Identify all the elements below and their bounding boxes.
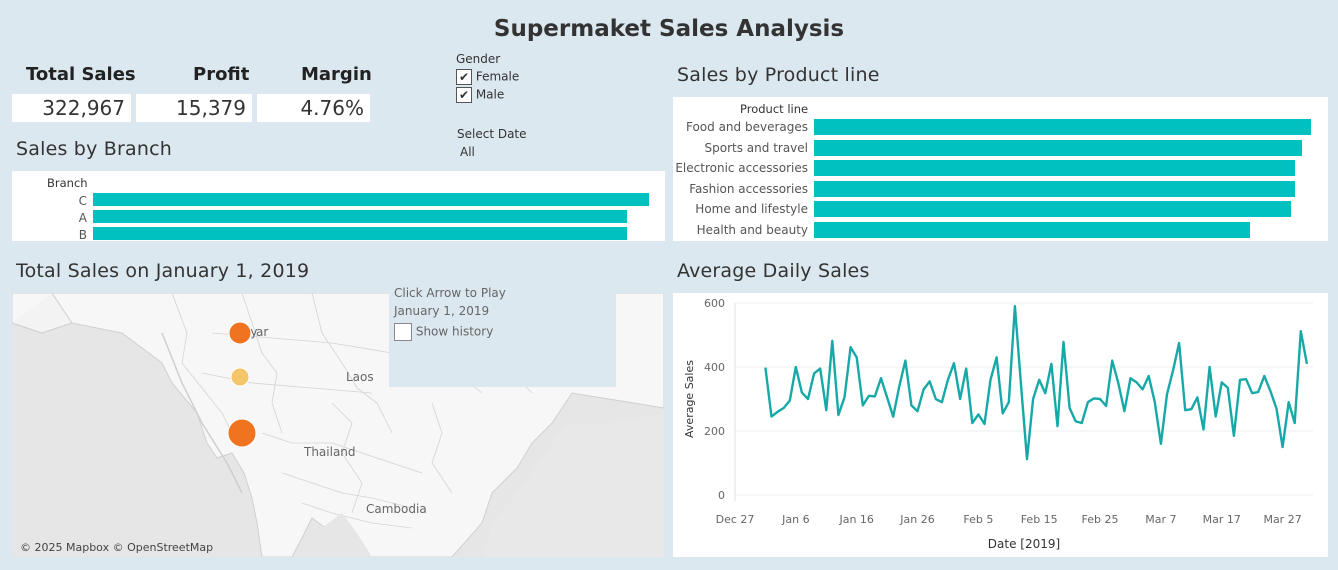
product-header: Product line [740, 102, 809, 116]
show-history-label: Show history [415, 324, 494, 339]
bar-label-b: B [78, 228, 87, 242]
line-chart-title: Average Daily Sales [677, 260, 870, 282]
map-point-yangon[interactable] [227, 418, 257, 448]
male-checkbox[interactable]: ✔ [456, 87, 472, 103]
map-label-thailand: Thailand [303, 445, 356, 459]
product-chart-title: Sales by Product line [677, 64, 880, 86]
branch-header: Branch [47, 176, 88, 190]
bar-home-and-lifestyle[interactable] [814, 201, 1292, 218]
bar-fashion-accessories[interactable] [814, 180, 1296, 197]
x-axis-title: Date [2019] [988, 537, 1060, 551]
bar-label-home-and-lifestyle: Home and lifestyle [695, 202, 808, 217]
x-tick-label: Feb 5 [963, 513, 993, 526]
bar-b[interactable] [93, 227, 627, 240]
bar-label-food-and-beverages: Food and beverages [685, 120, 808, 134]
product-chart-panel: Product line Food and beverages Sports an… [673, 97, 1328, 241]
map-title: Total Sales on January 1, 2019 [16, 260, 310, 282]
date-filter-label: Select Date [457, 127, 527, 141]
bar-label-fashion-accessories: Fashion accessories [689, 181, 808, 196]
y-tick-label: 0 [718, 489, 725, 502]
bar-food-and-beverages[interactable] [814, 119, 1312, 135]
map-point-mandalay[interactable] [228, 321, 252, 345]
female-checkbox[interactable]: ✔ [456, 69, 472, 85]
show-history-checkbox[interactable] [394, 323, 412, 341]
margin-label: Margin [301, 64, 372, 85]
bar-health-and-beauty[interactable] [814, 222, 1250, 238]
line-chart-svg: 0 200 400 600 Dec 27 Jan 6 Jan 16 Jan 26 Feb 5 Fe… [683, 297, 1313, 551]
profit-label: Profit [193, 64, 250, 85]
x-tick-label: Feb 25 [1082, 513, 1119, 526]
gender-option-male[interactable]: ✔ Male [456, 87, 504, 103]
play-label: Click Arrow to Play [394, 286, 506, 300]
map-point-naypyitaw[interactable] [230, 367, 250, 387]
current-date: January 1, 2019 [394, 304, 490, 318]
bar-a[interactable] [93, 210, 627, 223]
date-filter-value[interactable]: All [460, 145, 475, 159]
branch-chart-title: Sales by Branch [16, 138, 172, 160]
line-chart-panel: 0 200 400 600 Dec 27 Jan 6 Jan 16 Jan 26 Feb 5 Fe… [673, 293, 1328, 557]
x-tick-label: Mar 17 [1203, 513, 1241, 526]
x-tick-label: Jan 16 [838, 513, 873, 526]
map-attribution: © 2025 Mapbox © OpenStreetMap [20, 541, 213, 554]
total-sales-value: 322,967 [12, 94, 131, 122]
y-tick-label: 400 [704, 361, 725, 374]
series-line-average-sales [764, 304, 1309, 461]
gender-filter-label: Gender [456, 52, 501, 66]
gender-option-female[interactable]: ✔ Female [456, 69, 519, 85]
map-panel[interactable]: My ar Laos Thailand Cambodia © 2025 Mapb… [12, 293, 664, 557]
bar-label-a: A [78, 211, 87, 225]
bar-label-electronic-accessories: Electronic accessories [675, 161, 808, 176]
x-tick-label: Feb 15 [1021, 513, 1058, 526]
female-label: Female [475, 69, 520, 84]
total-sales-label: Total Sales [26, 64, 136, 85]
male-label: Male [475, 87, 505, 102]
bar-label-health-and-beauty: Health and beauty [696, 223, 808, 237]
x-tick-label: Mar 27 [1263, 513, 1301, 526]
x-tick-label: Mar 7 [1145, 513, 1176, 526]
page-title: Supermaket Sales Analysis [493, 16, 845, 42]
bar-electronic-accessories[interactable] [814, 160, 1296, 177]
x-tick-label: Dec 27 [716, 513, 755, 526]
y-axis-title: Average Sales [683, 360, 696, 438]
map-label-myanmar-b: ar [256, 325, 268, 339]
y-tick-label: 200 [704, 425, 725, 438]
margin-value: 4.76% [257, 94, 370, 122]
profit-value: 15,379 [136, 94, 252, 122]
bar-label-sports-and-travel: Sports and travel [704, 140, 808, 155]
x-tick-label: Jan 6 [781, 513, 809, 526]
y-tick-label: 600 [704, 297, 725, 310]
page-control: Click Arrow to Play January 1, 2019 Show… [389, 284, 616, 387]
bar-label-c: C [78, 194, 87, 208]
bar-c[interactable] [93, 193, 649, 206]
bar-sports-and-travel[interactable] [814, 139, 1303, 156]
map-label-laos: Laos [346, 370, 374, 384]
x-tick-label: Jan 26 [899, 513, 934, 526]
map-label-cambodia: Cambodia [366, 502, 427, 516]
show-history-toggle[interactable]: Show history [394, 323, 493, 341]
